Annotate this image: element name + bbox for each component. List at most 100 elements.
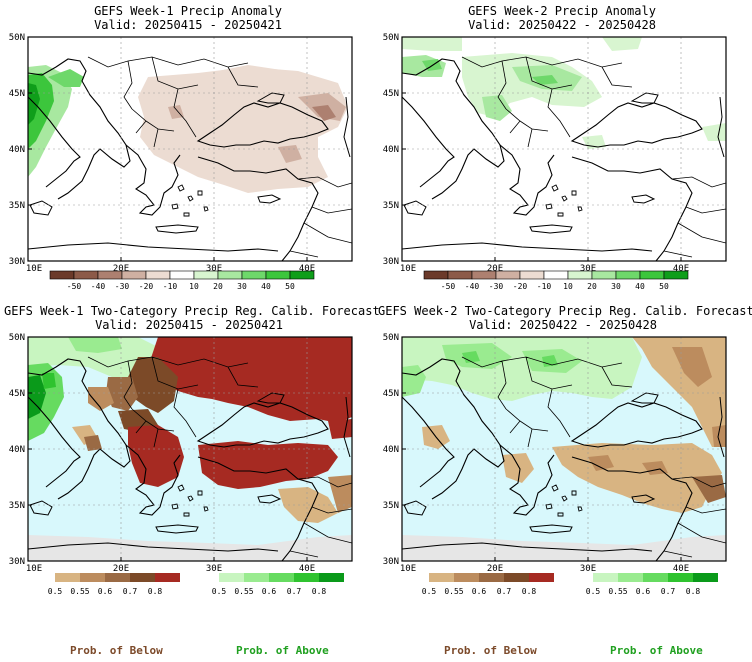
lat-tick-label: 30N — [383, 557, 399, 567]
lon-tick-label: 10E — [26, 564, 42, 574]
anomaly-colorbar-swatch — [519, 270, 545, 280]
anomaly-colorbar-label: -40 — [91, 282, 106, 291]
anomaly-colorbar-label: -20 — [139, 282, 154, 291]
panel4-valid-text: Valid: 20250422 - 20250428 — [469, 318, 657, 332]
above-colorbar-swatch — [294, 573, 319, 582]
lat-tick-label: 35N — [383, 501, 399, 511]
anomaly-colorbar-swatch — [193, 270, 219, 280]
lat-tick-label: 30N — [383, 257, 399, 267]
above-colorbar-label: 0.7 — [287, 587, 302, 596]
anomaly-colorbar-swatch — [73, 270, 99, 280]
anomaly-colorbar-swatch — [447, 270, 473, 280]
lon-tick-label: 10E — [400, 564, 416, 574]
lat-tick-label: 50N — [383, 333, 399, 343]
below-colorbar-label: 0.6 — [98, 587, 113, 596]
panel4-map — [401, 336, 727, 562]
above-colorbar-label: 0.6 — [636, 587, 651, 596]
anomaly-colorbar-swatch — [543, 270, 569, 280]
lon-tick-label: 40E — [673, 564, 689, 574]
anomaly-colorbar-swatch — [217, 270, 243, 280]
lat-tick-label: 30N — [9, 557, 25, 567]
anomaly-colorbar-label: -10 — [163, 282, 178, 291]
lat-tick-label: 45N — [9, 89, 25, 99]
lat-tick-label: 45N — [383, 389, 399, 399]
panel3-map — [27, 336, 353, 562]
below-colorbar-swatch — [55, 573, 80, 582]
above-colorbar-swatch — [668, 573, 693, 582]
lon-tick-label: 20E — [113, 264, 129, 274]
above-colorbar-swatch — [643, 573, 668, 582]
panel4-title: GEFS Week-2 Two-Category Precip Reg. Cal… — [378, 304, 752, 332]
above-colorbar-label: 0.6 — [262, 587, 277, 596]
anomaly-colorbar-label: 30 — [611, 282, 621, 291]
lat-tick-label: 45N — [9, 389, 25, 399]
panel1-title: GEFS Week-1 Precip Anomaly Valid: 202504… — [28, 4, 348, 32]
below-colorbar-label: 0.55 — [444, 587, 463, 596]
lat-tick-label: 45N — [383, 89, 399, 99]
colorbars: -50 -40 -30 -20 -10 10 20 30 40 50 -50 -40 -30 -20 -10… — [48, 270, 718, 596]
lon-tick-label: 10E — [400, 264, 416, 274]
panel1-title-text: GEFS Week-1 Precip Anomaly — [94, 4, 282, 18]
anomaly-colorbar-label: 10 — [189, 282, 199, 291]
anomaly-colorbar-label: 20 — [587, 282, 597, 291]
lon-tick-label: 40E — [299, 564, 315, 574]
below-colorbar-swatch — [80, 573, 105, 582]
anomaly-colorbar-swatch — [471, 270, 497, 280]
anomaly-colorbar-label: 50 — [659, 282, 669, 291]
below-colorbar-swatch — [504, 573, 529, 582]
anomaly-colorbar-swatch — [121, 270, 147, 280]
panel1-map — [27, 36, 353, 262]
anomaly-colorbar-label: -50 — [67, 282, 82, 291]
anomaly-colorbar-label: 30 — [237, 282, 247, 291]
lon-tick-label: 10E — [26, 264, 42, 274]
anomaly-colorbar-swatch — [145, 270, 171, 280]
below-colorbar-label: 0.5 — [48, 587, 63, 596]
below-colorbar-label: 0.55 — [70, 587, 89, 596]
lat-tick-label: 50N — [9, 33, 25, 43]
lat-tick-label: 35N — [9, 501, 25, 511]
above-colorbar-label: 0.7 — [661, 587, 676, 596]
anomaly-colorbar-label: -30 — [489, 282, 504, 291]
footer-below-label-2: Prob. of Below — [444, 644, 537, 657]
anomaly-colorbar-label: 20 — [213, 282, 223, 291]
anomaly-colorbar-label: 10 — [563, 282, 573, 291]
anomaly-colorbar-label: 50 — [285, 282, 295, 291]
above-colorbar-swatch — [319, 573, 344, 582]
lon-tick-label: 20E — [487, 264, 503, 274]
below-colorbar-swatch — [479, 573, 504, 582]
lat-tick-label: 35N — [9, 201, 25, 211]
lat-tick-label: 40N — [9, 445, 25, 455]
anomaly-colorbar-swatch — [265, 270, 291, 280]
panel3-title-text: GEFS Week-1 Two-Category Precip Reg. Cal… — [4, 304, 380, 318]
anomaly-colorbar-label: -10 — [537, 282, 552, 291]
footer-above-label: Prob. of Above — [236, 644, 329, 657]
above-colorbar-swatch — [244, 573, 269, 582]
lat-tick-label: 30N — [9, 257, 25, 267]
panel3-valid-text: Valid: 20250415 - 20250421 — [95, 318, 283, 332]
above-colorbar-label: 0.55 — [608, 587, 627, 596]
anomaly-colorbar-label: -30 — [115, 282, 130, 291]
anomaly-colorbar-swatch — [289, 270, 315, 280]
lat-tick-label: 40N — [383, 145, 399, 155]
below-colorbar-label: 0.5 — [422, 587, 437, 596]
lat-tick-label: 40N — [383, 445, 399, 455]
above-colorbar-label: 0.55 — [234, 587, 253, 596]
anomaly-colorbar-label: -40 — [465, 282, 480, 291]
anomaly-colorbar-swatch — [663, 270, 689, 280]
lon-tick-label: 30E — [206, 564, 222, 574]
anomaly-colorbar-label: 40 — [635, 282, 645, 291]
lat-tick-label: 50N — [383, 33, 399, 43]
anomaly-colorbar-swatch — [241, 270, 267, 280]
footer-above-label-2: Prob. of Above — [610, 644, 703, 657]
anomaly-colorbar-swatch — [97, 270, 123, 280]
below-colorbar-label: 0.6 — [472, 587, 487, 596]
below-colorbar-label: 0.8 — [148, 587, 163, 596]
above-colorbar-swatch — [219, 573, 244, 582]
lat-tick-label: 35N — [383, 201, 399, 211]
anomaly-colorbar-swatch — [495, 270, 521, 280]
anomaly-colorbar-swatch — [423, 270, 449, 280]
anomaly-colorbar-label: -50 — [441, 282, 456, 291]
panel4-title-text: GEFS Week-2 Two-Category Precip Reg. Cal… — [378, 304, 752, 318]
